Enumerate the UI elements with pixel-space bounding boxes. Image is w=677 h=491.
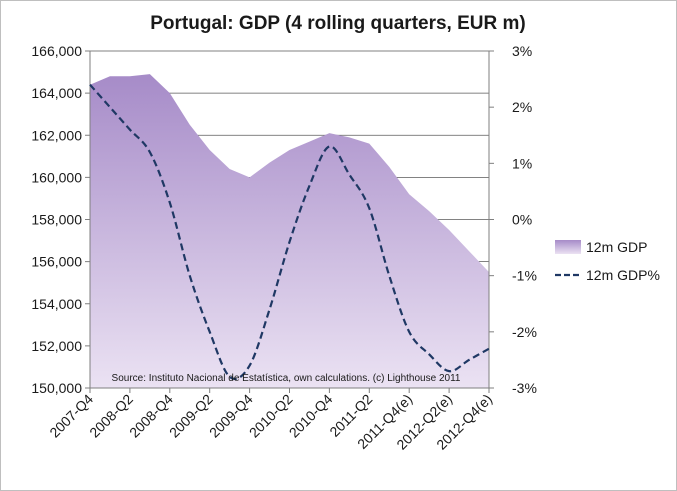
y-left-tick-label: 160,000 xyxy=(31,169,82,185)
source-note: Source: Instituto Nacional de Estatístic… xyxy=(112,373,461,384)
y-right-tick-label: -3% xyxy=(512,380,537,396)
chart-title: Portugal: GDP (4 rolling quarters, EUR m… xyxy=(150,13,525,34)
series-12m-gdp-area xyxy=(90,74,489,388)
y-left-tick-label: 164,000 xyxy=(31,85,82,101)
y-left-tick-label: 150,000 xyxy=(31,380,82,396)
y-left-tick-label: 152,000 xyxy=(31,338,82,354)
x-tick-label: 2010-Q4 xyxy=(286,391,336,441)
series-12m-gdp-pct-line xyxy=(89,83,490,381)
y-left-tick-label: 166,000 xyxy=(31,43,82,59)
y-right-tick-labels: -3% -2% -1% 0% 1% 2% 3% xyxy=(512,43,537,396)
legend-label-12m-gdp: 12m GDP xyxy=(586,239,647,255)
y-right-tick-label: 0% xyxy=(512,212,532,228)
y-right-tick-label: 1% xyxy=(512,155,532,171)
legend-label-12m-gdp-pct: 12m GDP% xyxy=(586,267,660,283)
y-left-tick-label: 158,000 xyxy=(31,212,82,228)
y-left-tick-label: 154,000 xyxy=(31,296,82,312)
legend: 12m GDP 12m GDP% xyxy=(555,239,660,283)
y-right-tick-label: -1% xyxy=(512,268,537,284)
y-right-tick-label: 2% xyxy=(512,99,532,115)
y-right-tick-label: -2% xyxy=(512,324,537,340)
x-tick-labels: 2007-Q42008-Q22008-Q42009-Q22009-Q42010-… xyxy=(46,391,495,453)
axes xyxy=(85,50,494,393)
y-left-tick-label: 156,000 xyxy=(31,254,82,270)
legend-swatch-12m-gdp xyxy=(555,240,581,254)
y-left-tick-label: 162,000 xyxy=(31,127,82,143)
y-right-tick-label: 3% xyxy=(512,43,532,59)
y-left-tick-labels: 150,000 152,000 154,000 156,000 158,000 160,0… xyxy=(31,43,82,396)
